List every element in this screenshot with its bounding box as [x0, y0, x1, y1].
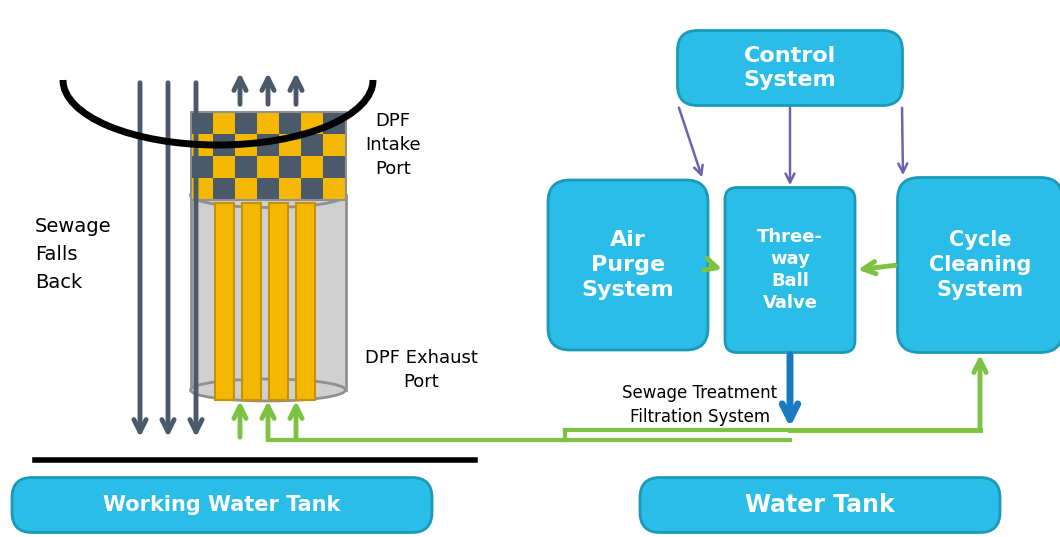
- Bar: [301, 112, 323, 134]
- FancyBboxPatch shape: [12, 477, 432, 533]
- Bar: [323, 178, 346, 200]
- Bar: [191, 112, 346, 200]
- Bar: [213, 178, 234, 200]
- Text: DPF Exhaust
Port: DPF Exhaust Port: [365, 349, 478, 391]
- FancyBboxPatch shape: [548, 180, 708, 350]
- Bar: [257, 156, 279, 178]
- Bar: [191, 178, 213, 200]
- Bar: [301, 178, 323, 200]
- Bar: [234, 178, 257, 200]
- Bar: [323, 156, 346, 178]
- FancyBboxPatch shape: [725, 187, 855, 352]
- Bar: [323, 112, 346, 134]
- Bar: [213, 112, 234, 134]
- Text: Three-
way
Ball
Valve: Three- way Ball Valve: [757, 228, 823, 313]
- Text: Cycle
Cleaning
System: Cycle Cleaning System: [929, 230, 1031, 300]
- Bar: [257, 112, 279, 134]
- Bar: [234, 134, 257, 156]
- Bar: [191, 195, 346, 390]
- Text: Working Water Tank: Working Water Tank: [103, 495, 340, 515]
- Bar: [234, 112, 257, 134]
- Text: Water Tank: Water Tank: [745, 493, 895, 517]
- Bar: [191, 112, 213, 134]
- Text: DPF
Intake
Port: DPF Intake Port: [365, 112, 421, 178]
- Text: Sewage Treatment
Filtration System: Sewage Treatment Filtration System: [622, 383, 778, 426]
- Bar: [213, 156, 234, 178]
- Bar: [191, 134, 213, 156]
- Bar: [279, 178, 301, 200]
- Bar: [214, 203, 233, 400]
- Bar: [279, 112, 301, 134]
- Bar: [268, 203, 287, 400]
- Bar: [279, 134, 301, 156]
- FancyBboxPatch shape: [677, 31, 902, 105]
- Bar: [296, 203, 315, 400]
- Text: Sewage
Falls
Back: Sewage Falls Back: [35, 217, 111, 293]
- Text: Air
Purge
System: Air Purge System: [582, 230, 674, 300]
- Bar: [301, 156, 323, 178]
- Bar: [234, 156, 257, 178]
- FancyBboxPatch shape: [640, 477, 1000, 533]
- Bar: [191, 156, 213, 178]
- Bar: [301, 134, 323, 156]
- Bar: [257, 134, 279, 156]
- Ellipse shape: [191, 183, 346, 207]
- Text: Control
System: Control System: [744, 46, 836, 90]
- Bar: [323, 134, 346, 156]
- Bar: [257, 178, 279, 200]
- Bar: [242, 203, 261, 400]
- Bar: [213, 134, 234, 156]
- Ellipse shape: [191, 379, 346, 401]
- FancyBboxPatch shape: [898, 178, 1060, 352]
- Bar: [279, 156, 301, 178]
